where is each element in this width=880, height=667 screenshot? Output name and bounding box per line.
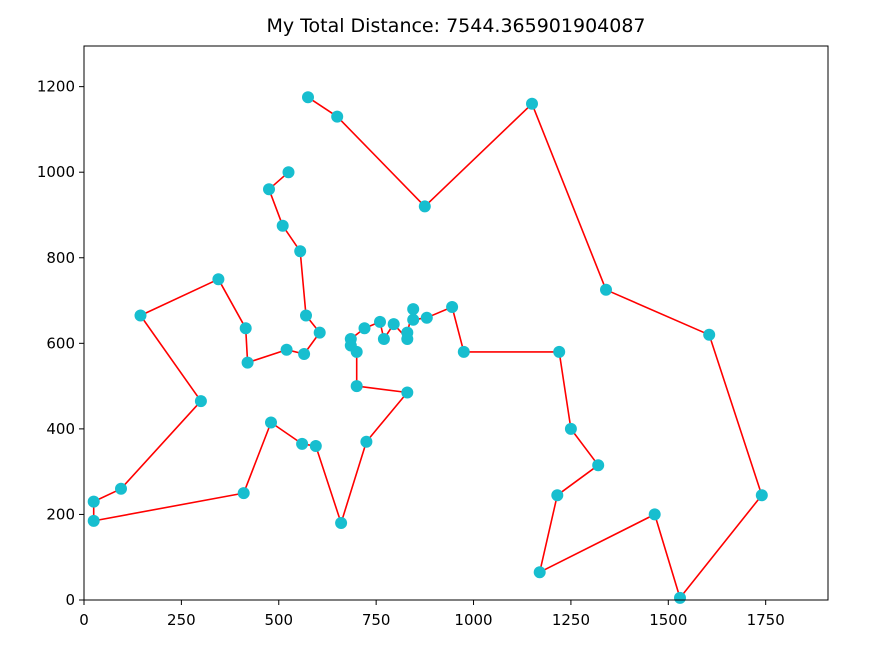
city-point xyxy=(350,380,363,393)
city-point xyxy=(407,313,420,326)
city-point xyxy=(265,416,277,429)
x-tick-label: 250 xyxy=(167,611,196,629)
x-tick-label: 1000 xyxy=(454,611,492,629)
x-tick-label: 500 xyxy=(264,611,293,629)
city-point xyxy=(335,517,348,529)
city-point xyxy=(87,514,100,527)
city-point xyxy=(387,318,400,331)
x-tick-label: 0 xyxy=(79,611,89,629)
y-tick-label: 1200 xyxy=(37,78,75,96)
city-point xyxy=(600,283,612,296)
chart-title: My Total Distance: 7544.365901904087 xyxy=(266,15,645,37)
x-tick-label: 750 xyxy=(362,611,391,629)
y-tick-label: 600 xyxy=(46,334,75,352)
city-point xyxy=(300,309,312,322)
city-point xyxy=(418,200,431,213)
city-point xyxy=(446,301,459,313)
city-point xyxy=(755,489,768,502)
city-point xyxy=(358,322,371,335)
city-point xyxy=(457,345,470,358)
city-point xyxy=(703,328,716,341)
x-tick-label: 1500 xyxy=(649,611,687,629)
city-point xyxy=(674,591,686,604)
city-point xyxy=(280,343,293,356)
y-tick-label: 800 xyxy=(46,249,75,267)
city-point xyxy=(592,459,605,472)
city-point xyxy=(401,333,414,345)
city-point xyxy=(551,489,564,502)
y-tick-label: 200 xyxy=(46,505,75,523)
city-point xyxy=(350,345,363,358)
city-point xyxy=(237,487,250,500)
city-point xyxy=(276,219,289,232)
x-axis: 0 250 500 750 1000 1250 1500 1750 xyxy=(79,600,785,629)
city-point xyxy=(212,273,225,286)
city-point xyxy=(302,91,314,104)
city-point xyxy=(134,309,147,322)
city-point xyxy=(282,166,295,179)
city-point xyxy=(294,245,307,258)
x-tick-label: 1250 xyxy=(552,611,590,629)
city-point xyxy=(360,435,373,448)
route-line xyxy=(92,96,763,599)
y-tick-label: 400 xyxy=(46,420,75,438)
city-point xyxy=(263,183,275,196)
city-point xyxy=(241,356,254,369)
city-point xyxy=(87,495,100,508)
city-point xyxy=(533,566,546,579)
city-point xyxy=(407,303,420,316)
y-tick-label: 0 xyxy=(65,591,75,609)
city-point xyxy=(313,326,326,339)
y-axis: 0 200 400 600 800 1000 1200 xyxy=(37,78,84,609)
city-point xyxy=(401,386,414,399)
city-point xyxy=(377,333,390,345)
city-markers xyxy=(87,91,768,604)
city-point xyxy=(553,345,566,358)
city-point xyxy=(309,440,322,452)
city-point xyxy=(331,110,344,123)
city-point xyxy=(194,395,207,408)
axes xyxy=(83,45,829,601)
city-point xyxy=(526,97,538,110)
x-tick-label: 1750 xyxy=(747,611,785,629)
city-point xyxy=(298,348,311,360)
city-point xyxy=(564,422,577,435)
city-point xyxy=(239,322,252,335)
city-point xyxy=(296,437,309,450)
plot-frame xyxy=(83,45,829,601)
route-path xyxy=(92,96,763,599)
city-point xyxy=(648,508,661,521)
city-point xyxy=(115,482,127,495)
city-point xyxy=(420,311,433,324)
y-tick-label: 1000 xyxy=(37,163,75,181)
city-point xyxy=(374,315,386,328)
